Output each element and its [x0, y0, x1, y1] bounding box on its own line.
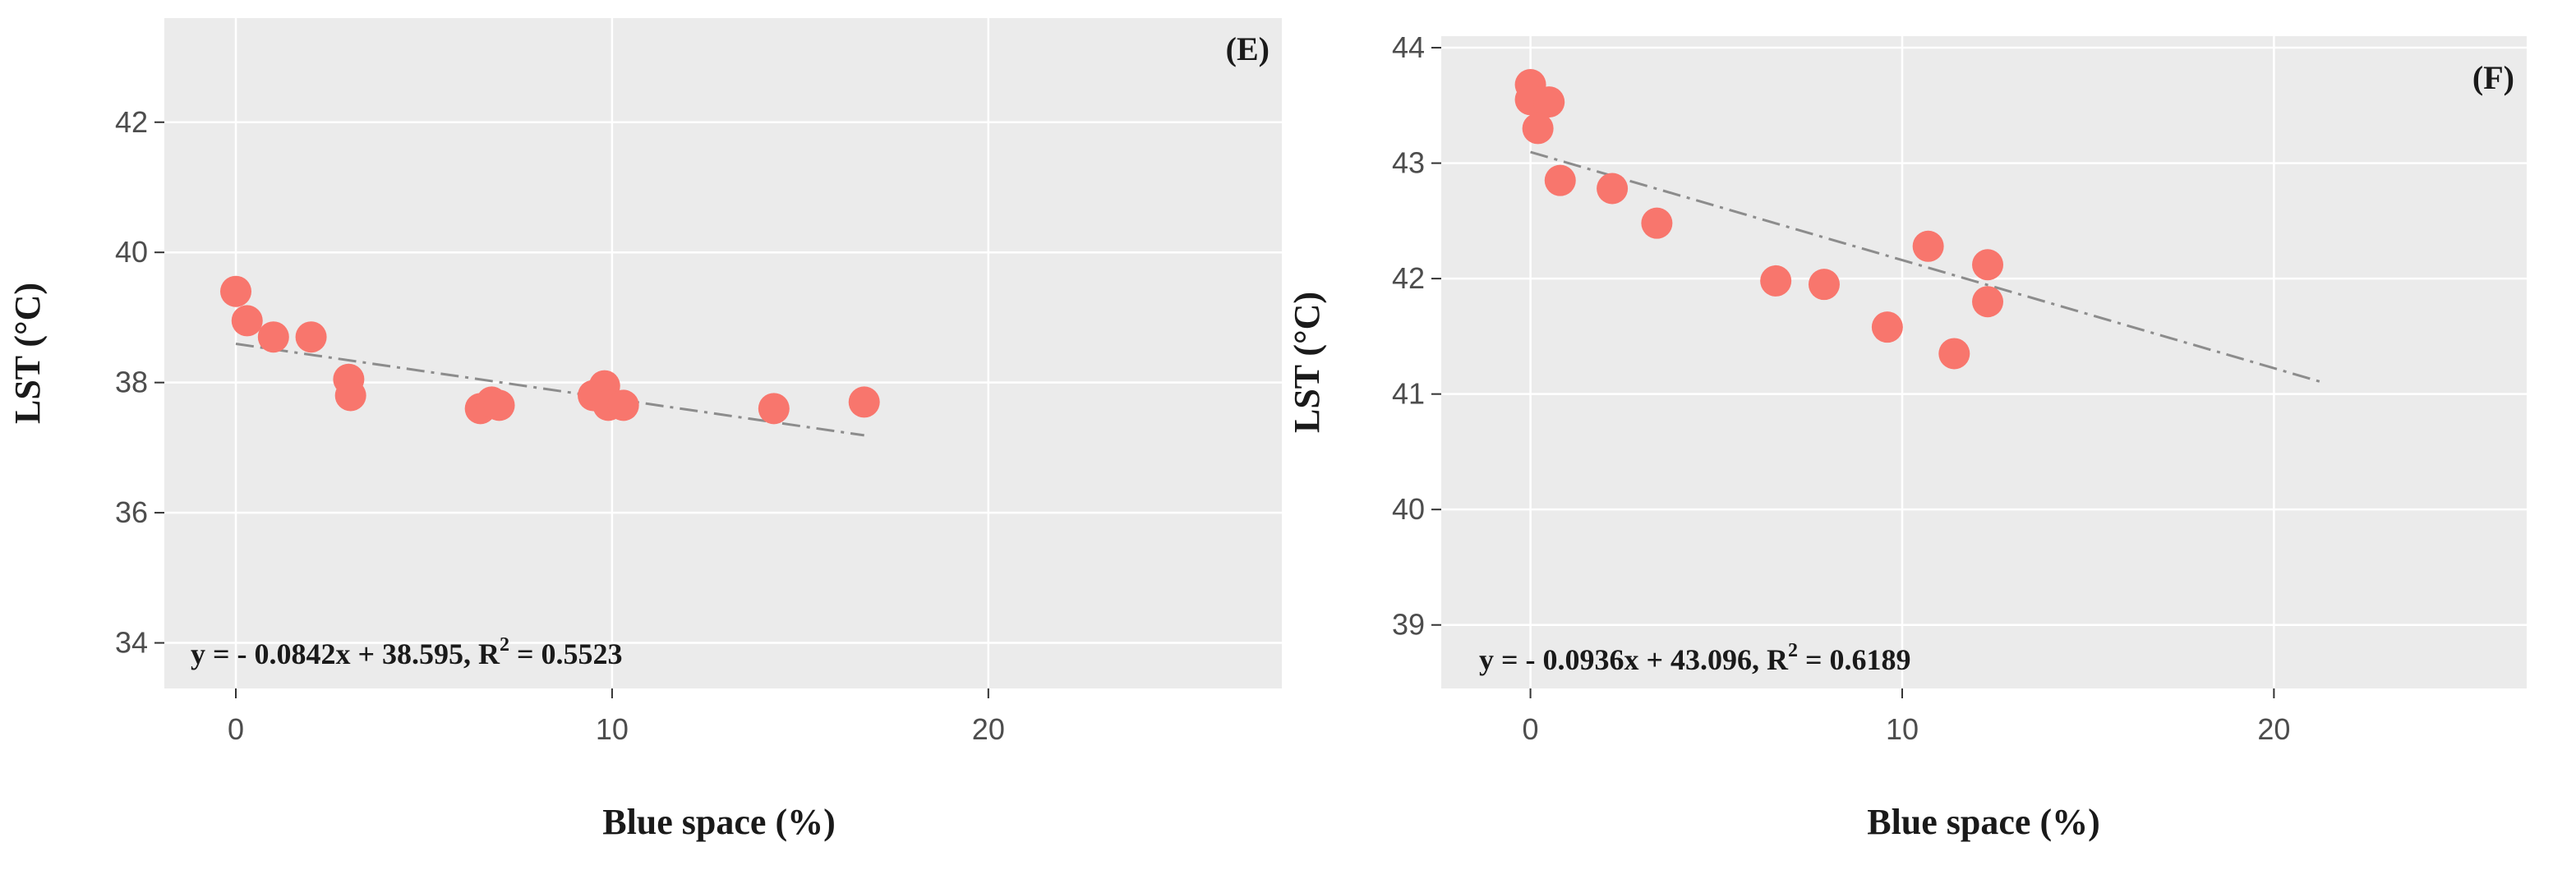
data-point	[848, 386, 880, 418]
equation-superscript: 2	[1788, 640, 1798, 661]
panel-label: (F)	[2472, 59, 2514, 96]
y-tick-label: 38	[115, 366, 148, 399]
regression-equation: y = - 0.0842x + 38.595, R2 = 0.5523	[191, 634, 623, 670]
data-point	[1972, 249, 2004, 281]
data-point	[758, 393, 790, 425]
y-tick-label: 39	[1392, 608, 1425, 642]
data-point	[483, 389, 515, 421]
data-point	[1938, 338, 1970, 370]
x-tick-label: 0	[228, 712, 244, 746]
data-point	[1808, 269, 1840, 301]
y-tick-label: 41	[1392, 377, 1425, 411]
y-axis-title: LST (°C)	[7, 283, 48, 424]
data-point	[231, 305, 263, 337]
data-point	[607, 389, 639, 421]
data-point	[1641, 207, 1673, 239]
equation-value: = 0.6189	[1798, 643, 1911, 676]
data-point	[1597, 173, 1629, 205]
plot-background	[164, 18, 1282, 688]
y-tick-label: 40	[1392, 492, 1425, 526]
data-point	[1972, 286, 2004, 318]
data-point	[295, 321, 327, 353]
data-point	[1871, 311, 1903, 343]
panel-label: (E)	[1226, 30, 1270, 67]
data-point	[334, 380, 366, 412]
x-tick-label: 20	[972, 712, 1005, 746]
data-point	[1533, 86, 1565, 118]
regression-equation: y = - 0.0936x + 43.096, R2 = 0.6189	[1479, 640, 1911, 676]
data-point	[1544, 164, 1576, 196]
equation-value: = 0.5523	[509, 638, 623, 670]
data-point	[1522, 113, 1554, 145]
y-tick-label: 36	[115, 495, 148, 529]
panel-f: 0 10 20 39 40 41 42 43 44 (F) y = - 0.0936x + 43.0…	[1287, 30, 2527, 842]
x-axis-title: Blue space (%)	[1867, 802, 2100, 842]
y-tick-label: 43	[1392, 146, 1425, 180]
panel-e: 0 10 20 34 36 38 40 42 (E) y = - 0.0842x + 38.595…	[7, 18, 1282, 842]
equation-main: y = - 0.0842x + 38.595, R	[191, 638, 500, 670]
x-tick-label: 10	[1886, 712, 1919, 746]
data-point	[257, 321, 289, 353]
trend-line	[235, 343, 864, 437]
equation-main: y = - 0.0936x + 43.096, R	[1479, 643, 1789, 676]
y-axis-title: LST (°C)	[1287, 292, 1327, 433]
data-point	[1760, 265, 1792, 297]
equation-superscript: 2	[500, 634, 509, 656]
y-tick-label: 40	[115, 235, 148, 269]
data-point	[1912, 230, 1944, 262]
x-axis-title: Blue space (%)	[602, 802, 836, 842]
y-tick-label: 44	[1392, 30, 1425, 64]
data-point	[220, 275, 252, 307]
x-tick-label: 0	[1523, 712, 1539, 746]
y-tick-label: 34	[115, 626, 148, 660]
x-tick-label: 10	[596, 712, 629, 746]
plot-background	[1441, 36, 2527, 688]
x-tick-label: 20	[2257, 712, 2290, 746]
y-tick-label: 42	[1392, 261, 1425, 295]
y-tick-label: 42	[115, 105, 148, 139]
